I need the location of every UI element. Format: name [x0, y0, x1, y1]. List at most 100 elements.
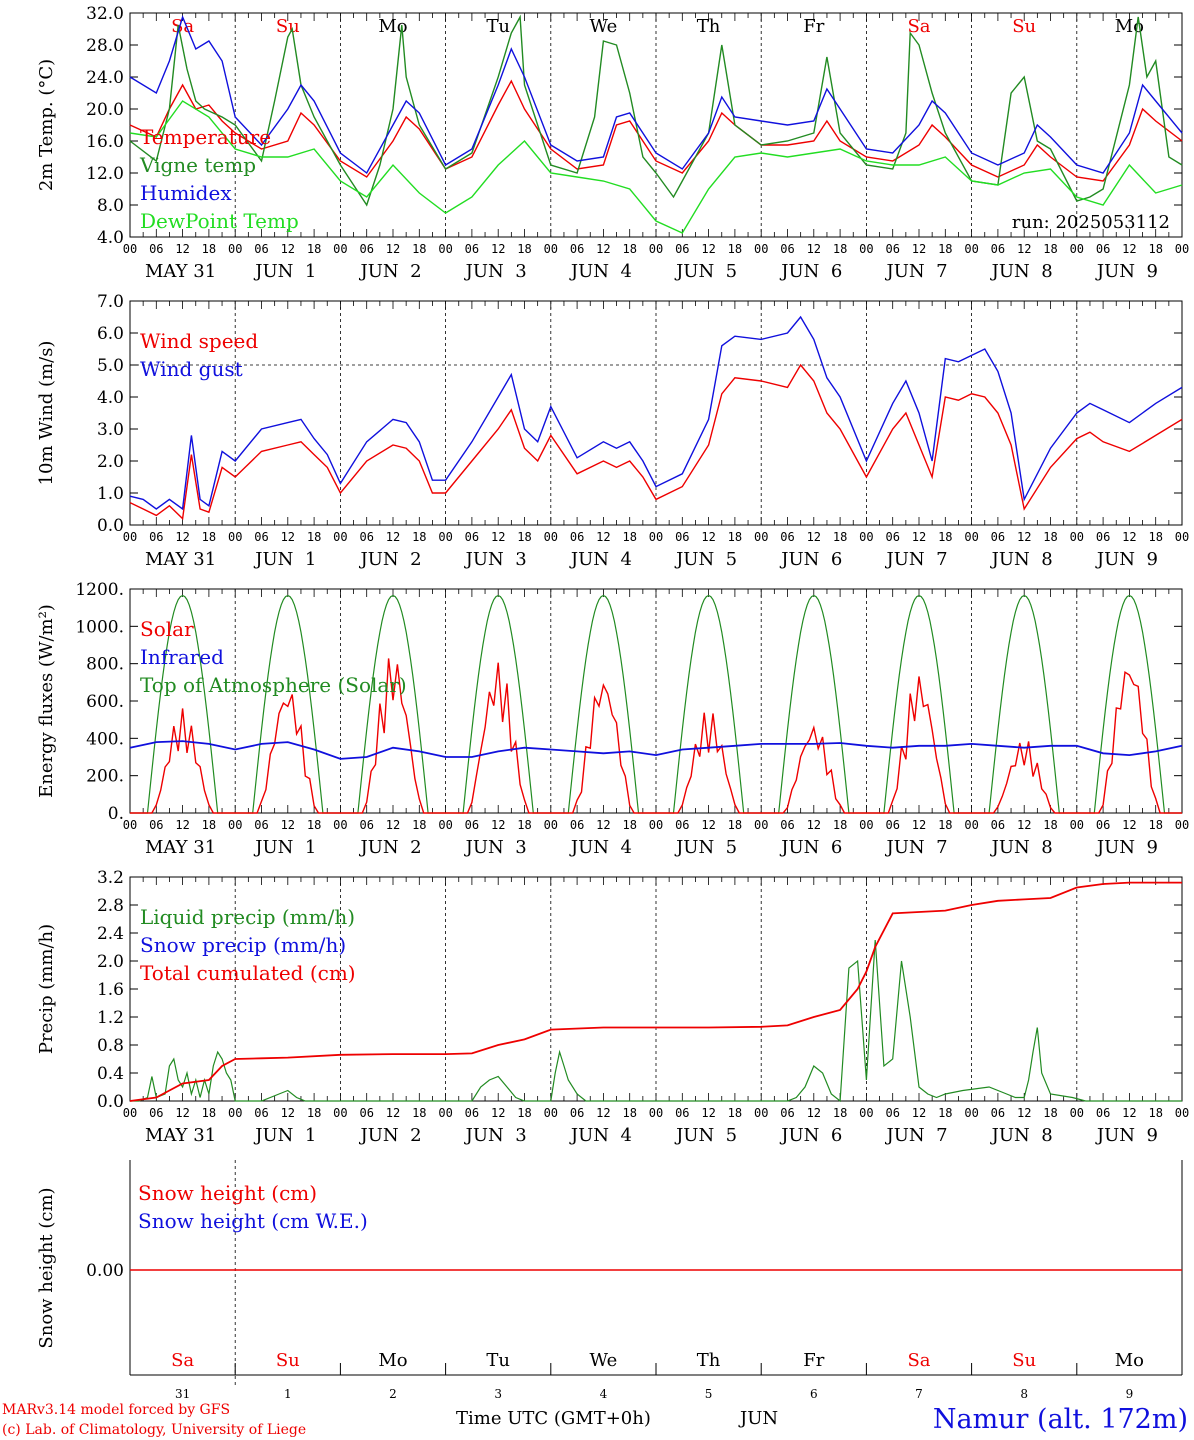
hour-tick-label: 12 — [386, 530, 400, 544]
date-label: JUN 1 — [253, 261, 316, 282]
hour-tick-label: 06 — [780, 818, 794, 832]
weekday-label: Mo — [378, 1350, 407, 1371]
model-credit-line1: MARv3.14 model forced by GFS — [2, 1402, 230, 1418]
hour-tick-label: 18 — [202, 818, 216, 832]
date-label: JUN 2 — [358, 261, 421, 282]
y-tick-label: 0.00 — [86, 1261, 124, 1281]
y-tick-label: 16.0 — [86, 132, 124, 152]
hour-tick-label: 18 — [833, 242, 847, 256]
hour-tick-label: 06 — [675, 818, 689, 832]
hour-tick-label: 18 — [1043, 1106, 1057, 1120]
hour-tick-label: 18 — [1148, 818, 1162, 832]
hour-tick-label: 06 — [465, 530, 479, 544]
date-label: JUN 6 — [779, 837, 842, 858]
hour-tick-label: 12 — [807, 1106, 821, 1120]
hour-tick-label: 18 — [1043, 242, 1057, 256]
hour-tick-label: 18 — [307, 242, 321, 256]
date-label: JUN 6 — [779, 261, 842, 282]
time-axis-label: Time UTC (GMT+0h) — [456, 1408, 651, 1429]
hour-tick-label: 12 — [281, 1106, 295, 1120]
hour-tick-label: 12 — [596, 242, 610, 256]
hour-tick-label: 06 — [465, 818, 479, 832]
day-number-label: 2 — [389, 1387, 397, 1401]
hour-tick-label: 18 — [938, 1106, 952, 1120]
hour-tick-label: 06 — [570, 242, 584, 256]
hour-tick-label: 06 — [675, 242, 689, 256]
hour-tick-label: 18 — [728, 1106, 742, 1120]
series-humidex — [129, 14, 1183, 175]
hour-tick-label: 00 — [123, 242, 137, 256]
date-label: JUN 7 — [884, 1125, 947, 1146]
footer: MARv3.14 model forced by GFS (c) Lab. of… — [2, 1402, 1188, 1438]
hour-tick-label: 18 — [307, 1106, 321, 1120]
y-tick-label: 0. — [108, 804, 124, 824]
hour-tick-label: 00 — [1070, 1106, 1084, 1120]
weekday-label: Th — [697, 16, 721, 37]
hour-tick-label: 18 — [1043, 530, 1057, 544]
date-label: JUN 4 — [569, 549, 632, 570]
day-number-label: 31 — [175, 1387, 190, 1401]
y-tick-label: 3.0 — [97, 420, 124, 440]
hour-tick-label: 12 — [281, 818, 295, 832]
hour-tick-label: 12 — [281, 530, 295, 544]
hour-tick-label: 12 — [1017, 818, 1031, 832]
y-tick-label: 4.0 — [97, 388, 124, 408]
y-tick-label: 600. — [86, 692, 124, 712]
month-label: JUN — [738, 1408, 778, 1429]
y-tick-label: 7.0 — [97, 292, 124, 312]
hour-tick-label: 00 — [649, 242, 663, 256]
hour-tick-label: 18 — [412, 242, 426, 256]
weekday-label: Fr — [803, 16, 824, 37]
day-number-label: 4 — [600, 1387, 608, 1401]
day-number-label: 5 — [705, 1387, 713, 1401]
legend-entry: Wind speed — [140, 329, 258, 353]
date-label: JUN 8 — [990, 1125, 1053, 1146]
run-label: run: 2025053112 — [1012, 212, 1170, 233]
hour-tick-label: 18 — [412, 818, 426, 832]
hour-tick-label: 12 — [1122, 1106, 1136, 1120]
series-liquid-precip-mm-h- — [130, 939, 1182, 1103]
y-tick-label: 20.0 — [86, 100, 124, 120]
y-tick-label: 2.4 — [97, 924, 124, 944]
hour-tick-label: 06 — [570, 530, 584, 544]
hour-tick-label: 00 — [1175, 242, 1189, 256]
date-label: JUN 6 — [779, 549, 842, 570]
hour-tick-label: 18 — [728, 818, 742, 832]
weekday-label: Su — [1012, 16, 1036, 37]
y-tick-label: 1.0 — [97, 484, 124, 504]
hour-tick-label: 00 — [228, 242, 242, 256]
hour-tick-label: 12 — [596, 530, 610, 544]
hour-tick-label: 06 — [359, 1106, 373, 1120]
weekday-label: Su — [276, 1350, 300, 1371]
hour-tick-label: 00 — [754, 530, 768, 544]
weekday-label: Mo — [378, 16, 407, 37]
hour-tick-label: 12 — [1017, 1106, 1031, 1120]
date-label: JUN 4 — [569, 261, 632, 282]
legend-entry: Humidex — [140, 181, 232, 205]
hour-tick-label: 06 — [1096, 1106, 1110, 1120]
y-tick-label: 3.2 — [97, 868, 124, 888]
hour-tick-label: 18 — [517, 1106, 531, 1120]
date-label: JUN 5 — [674, 837, 737, 858]
hour-tick-label: 18 — [202, 242, 216, 256]
hour-tick-label: 18 — [728, 530, 742, 544]
hour-tick-label: 00 — [754, 1106, 768, 1120]
hour-tick-label: 00 — [544, 1106, 558, 1120]
y-tick-label: 32.0 — [86, 4, 124, 24]
hour-tick-label: 06 — [780, 242, 794, 256]
hour-tick-label: 00 — [438, 530, 452, 544]
hour-tick-label: 18 — [517, 530, 531, 544]
y-tick-label: 400. — [86, 729, 124, 749]
hour-tick-label: 18 — [202, 530, 216, 544]
y-axis-label: Energy fluxes (W/m²) — [36, 604, 57, 798]
hour-tick-label: 00 — [544, 530, 558, 544]
hour-tick-label: 12 — [491, 242, 505, 256]
hour-tick-label: 12 — [912, 818, 926, 832]
hour-tick-label: 12 — [175, 1106, 189, 1120]
y-tick-label: 2.0 — [97, 952, 124, 972]
hour-tick-label: 12 — [912, 1106, 926, 1120]
hour-tick-label: 12 — [701, 1106, 715, 1120]
weekday-label: Sa — [171, 1350, 194, 1371]
hour-tick-label: 18 — [938, 242, 952, 256]
